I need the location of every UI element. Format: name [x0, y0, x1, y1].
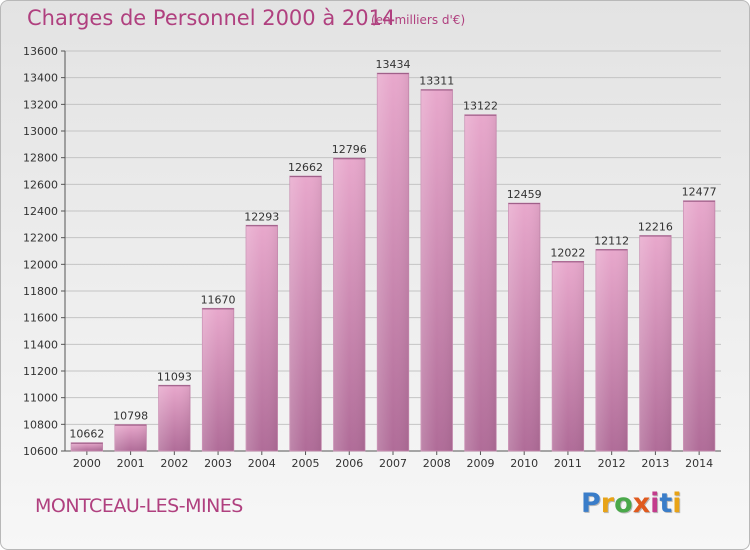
logo-letter: i [672, 488, 682, 519]
bar-shade [420, 89, 453, 452]
bar-shade [508, 203, 540, 451]
y-tick-label: 12400 [23, 205, 58, 218]
bar-shade [683, 200, 715, 451]
y-tick-label: 12200 [23, 232, 58, 245]
data-labels: 10662 10798 11093 11670 12293 12662 12796 13434… [69, 58, 716, 441]
x-tick-label: 2004 [248, 457, 276, 470]
data-label: 13311 [419, 75, 454, 88]
bar-shade [246, 225, 278, 451]
bar-shade [202, 308, 234, 451]
proxiti-logo: Proxiti [581, 488, 682, 519]
data-label: 11670 [201, 293, 236, 306]
data-label: 12293 [244, 210, 279, 223]
data-label: 12662 [288, 161, 323, 174]
x-tick-label: 2014 [685, 457, 713, 470]
bar-shade [114, 424, 147, 451]
bar-shade [158, 385, 191, 451]
x-tick-label: 2011 [554, 457, 582, 470]
y-tick-label: 11000 [23, 392, 58, 405]
y-tick-label: 12800 [23, 152, 58, 165]
y-tick-label: 12000 [23, 258, 58, 271]
y-tick-label: 13200 [23, 98, 58, 111]
chart-title: Charges de Personnel 2000 à 2014 [27, 6, 396, 30]
bar-shade [377, 73, 409, 451]
x-tick-label: 2009 [466, 457, 494, 470]
x-tick-label: 2006 [335, 457, 363, 470]
bar-shade [333, 158, 366, 451]
x-tick-label: 2013 [641, 457, 669, 470]
x-tick-label: 2001 [117, 457, 145, 470]
bars [70, 72, 716, 452]
data-label: 10662 [69, 428, 104, 441]
x-tick-label: 2012 [598, 457, 626, 470]
data-label: 12459 [507, 188, 542, 201]
data-label: 12477 [682, 186, 717, 199]
data-label: 11093 [157, 370, 192, 383]
data-label: 12796 [332, 143, 367, 156]
y-tick-label: 12600 [23, 178, 58, 191]
y-tick-label: 13400 [23, 72, 58, 85]
commune-name: MONTCEAU-LES-MINES [35, 495, 243, 517]
logo-letter: P [581, 488, 601, 519]
chart-subtitle: (en milliers d'€) [371, 13, 466, 27]
x-tick-label: 2003 [204, 457, 232, 470]
logo-letter: x [632, 488, 651, 519]
logo-letter: t [659, 488, 673, 519]
y-tick-label: 13600 [23, 45, 58, 58]
y-tick-label: 11400 [23, 338, 58, 351]
bar-shade [289, 176, 322, 452]
x-tick-label: 2008 [423, 457, 451, 470]
logo-letter: r [600, 488, 615, 519]
y-tick-label: 10600 [23, 445, 58, 458]
y-tick-label: 11600 [23, 312, 58, 325]
x-tick-label: 2007 [379, 457, 407, 470]
bar-shade [552, 261, 584, 451]
data-label: 13122 [463, 100, 498, 113]
data-label: 10798 [113, 410, 148, 423]
x-tick-label: 2002 [160, 457, 188, 470]
x-tick-label: 2005 [292, 457, 320, 470]
data-label: 12022 [550, 246, 585, 259]
data-label: 13434 [376, 58, 411, 71]
bar-shade [71, 442, 103, 451]
y-tick-label: 10800 [23, 418, 58, 431]
bar-shade [464, 114, 497, 451]
x-tick-label: 2000 [73, 457, 101, 470]
y-tick-label: 11200 [23, 365, 58, 378]
bar-shade [595, 249, 628, 451]
data-label: 12112 [594, 234, 629, 247]
bar-shade [639, 235, 672, 451]
logo-letter: o [614, 488, 633, 519]
y-tick-label: 13000 [23, 125, 58, 138]
axes: 10600 10800 11000 11200 11400 11600 11800 12000… [23, 45, 721, 470]
x-tick-label: 2010 [510, 457, 538, 470]
y-tick-label: 11800 [23, 285, 58, 298]
logo-letter: i [650, 488, 660, 519]
data-label: 12216 [638, 221, 673, 234]
